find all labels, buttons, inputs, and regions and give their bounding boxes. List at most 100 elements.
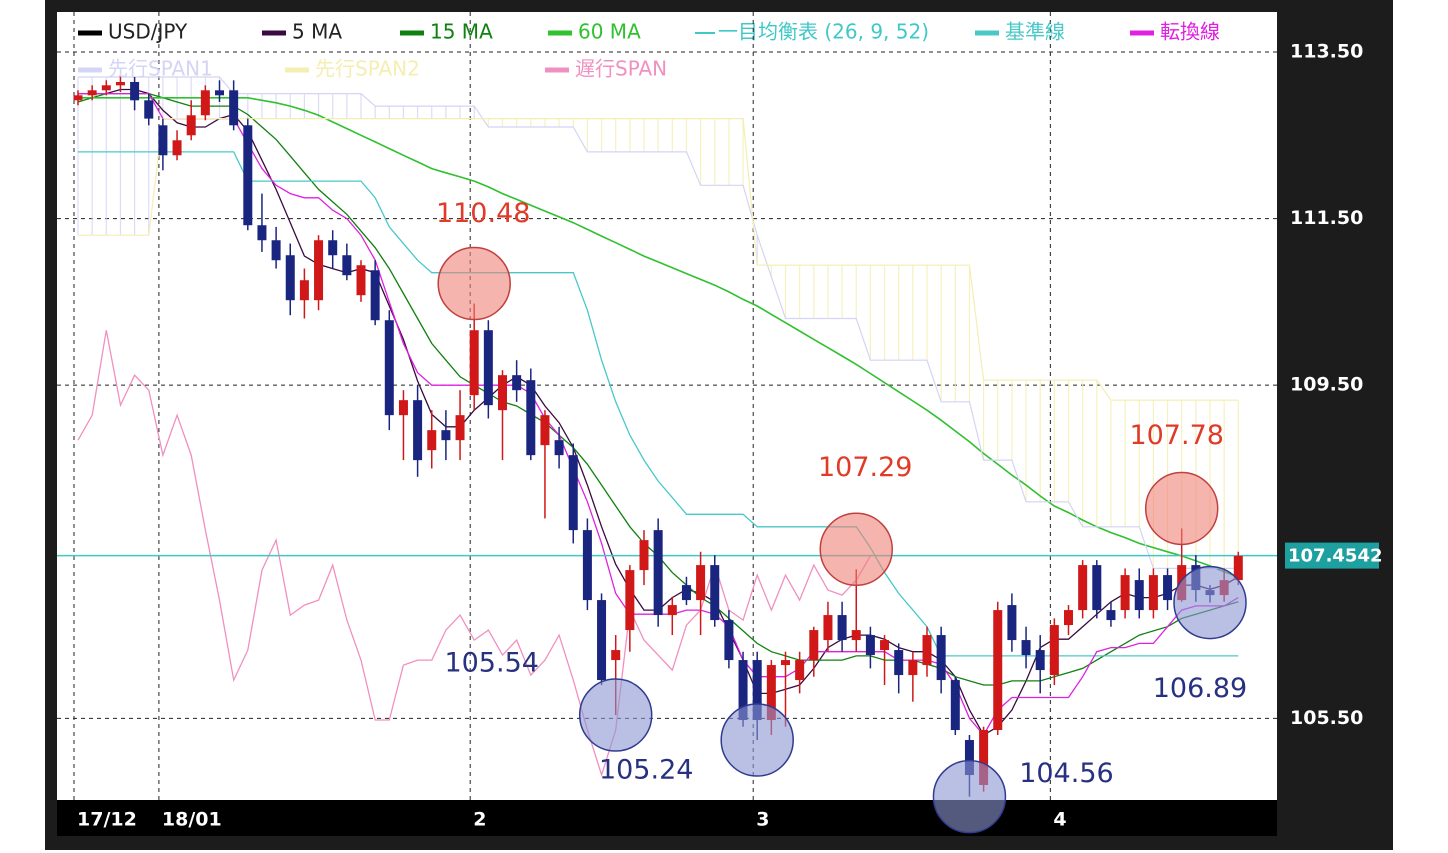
span-line	[78, 117, 1239, 401]
plot: 110.48 107.29 107.78 105.54 105.24 104.56 106.…	[57, 12, 1277, 834]
candle-body	[597, 600, 607, 681]
indicator-label: 一目均衡表 (26, 9, 52)	[718, 20, 929, 44]
candle-body	[795, 660, 805, 681]
ma-line	[77, 330, 871, 778]
candle-body	[1007, 605, 1017, 641]
candle-body	[243, 125, 253, 226]
candle-body	[964, 740, 974, 776]
candle-body	[936, 635, 946, 681]
candle-body	[724, 620, 734, 661]
candle-body	[384, 320, 394, 416]
low-marker	[578, 678, 653, 752]
annotation-label: 105.24	[599, 755, 693, 786]
candle-body	[908, 660, 918, 676]
candle-body	[413, 400, 423, 461]
legend-label: 5 MA	[292, 20, 342, 44]
candle-body	[172, 140, 182, 156]
candle-body	[1049, 625, 1059, 676]
candle-body	[894, 650, 904, 676]
high-marker	[819, 512, 893, 587]
candle-body	[738, 660, 748, 721]
candle-body	[1035, 650, 1045, 671]
candle-body	[979, 730, 989, 786]
candle-body	[922, 635, 932, 666]
candle-body	[837, 615, 847, 641]
candle-body	[526, 380, 536, 456]
candle-body	[398, 400, 408, 416]
x-tick-label: 2	[473, 809, 486, 831]
candle-body	[1092, 565, 1102, 611]
candle-body	[1134, 580, 1144, 611]
candle-body	[356, 265, 366, 296]
last-price-label: 107.4542	[1288, 546, 1383, 567]
candle-body	[1163, 575, 1173, 601]
legend-label: 15 MA	[430, 20, 493, 44]
candle-body	[993, 610, 1003, 731]
candle-body	[851, 630, 861, 641]
candle-body	[328, 240, 338, 256]
candle-body	[568, 455, 578, 531]
candle-body	[115, 81, 125, 86]
candle-body	[667, 605, 677, 616]
annotation-label: 110.48	[436, 198, 530, 229]
candle-body	[823, 615, 833, 641]
legend-label: 遅行SPAN	[575, 57, 667, 81]
candle-body	[271, 240, 281, 261]
x-tick-label: 3	[756, 809, 769, 831]
low-marker	[932, 759, 1007, 834]
candle-body	[101, 85, 111, 91]
candle-body	[781, 660, 790, 666]
candle-body	[1120, 575, 1130, 611]
candle-body	[1078, 565, 1088, 611]
candle-body	[441, 430, 451, 441]
candle-body	[87, 90, 97, 96]
candle-body	[469, 330, 479, 396]
candle-body	[200, 90, 210, 116]
candle-body	[215, 90, 224, 96]
candle-body	[257, 225, 267, 241]
candle-body	[144, 100, 154, 119]
y-tick-label: 109.50	[1290, 374, 1363, 396]
candle-body	[73, 95, 83, 101]
last-price-box	[1285, 542, 1379, 569]
x-tick-label: 4	[1053, 809, 1066, 831]
candle-body	[285, 255, 295, 301]
y-tick-label: 111.50	[1290, 207, 1363, 229]
candle-body	[880, 640, 890, 651]
annotation-label: 107.78	[1129, 420, 1223, 451]
candle-body	[1021, 640, 1031, 656]
ma-line	[78, 151, 1239, 657]
candle-body	[1106, 610, 1116, 621]
candle-body	[130, 81, 140, 101]
candle-body	[299, 280, 309, 301]
candle-body	[681, 585, 691, 601]
candle-body	[540, 415, 550, 446]
ma-line	[78, 97, 1239, 578]
annotation-label: 106.89	[1153, 673, 1247, 704]
x-tick-label: 17/12	[77, 809, 137, 831]
candle-body	[229, 90, 239, 126]
annotation-label: 104.56	[1019, 758, 1113, 789]
candle-body	[342, 255, 352, 276]
legend-label: 先行SPAN1	[108, 57, 213, 81]
high-marker	[1144, 471, 1219, 546]
candle-body	[370, 270, 380, 321]
annotation-label: 105.54	[444, 648, 538, 679]
x-tick-label: 18/01	[162, 809, 222, 831]
legend-label: 転換線	[1160, 20, 1220, 44]
candle-body	[611, 650, 621, 661]
candle-body	[186, 115, 196, 136]
candle-body	[752, 660, 762, 721]
candle-body	[554, 440, 564, 456]
legend-label: 先行SPAN2	[315, 57, 420, 81]
candle-body	[498, 375, 507, 411]
candle-body	[653, 530, 663, 616]
legend-label: 基準線	[1005, 20, 1065, 44]
candle-body	[766, 665, 776, 721]
legend-label: USD/JPY	[108, 20, 188, 44]
candle-body	[639, 540, 649, 571]
y-tick-label: 105.50	[1290, 707, 1363, 729]
annotation-label: 107.29	[818, 452, 912, 483]
candle-body	[625, 570, 635, 631]
